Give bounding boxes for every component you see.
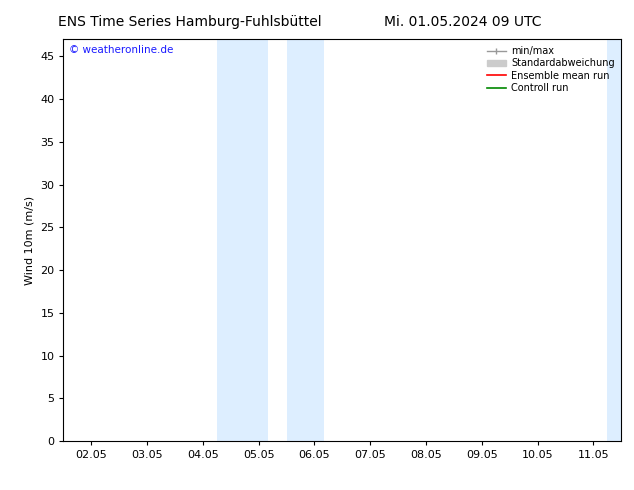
Bar bbox=[217, 39, 268, 441]
Bar bbox=[607, 39, 621, 441]
Legend: min/max, Standardabweichung, Ensemble mean run, Controll run: min/max, Standardabweichung, Ensemble me… bbox=[484, 44, 616, 95]
Y-axis label: Wind 10m (m/s): Wind 10m (m/s) bbox=[25, 196, 35, 285]
Text: ENS Time Series Hamburg-Fuhlsbüttel: ENS Time Series Hamburg-Fuhlsbüttel bbox=[58, 15, 322, 29]
Bar bbox=[287, 39, 324, 441]
Text: Mi. 01.05.2024 09 UTC: Mi. 01.05.2024 09 UTC bbox=[384, 15, 541, 29]
Text: © weatheronline.de: © weatheronline.de bbox=[69, 45, 173, 55]
